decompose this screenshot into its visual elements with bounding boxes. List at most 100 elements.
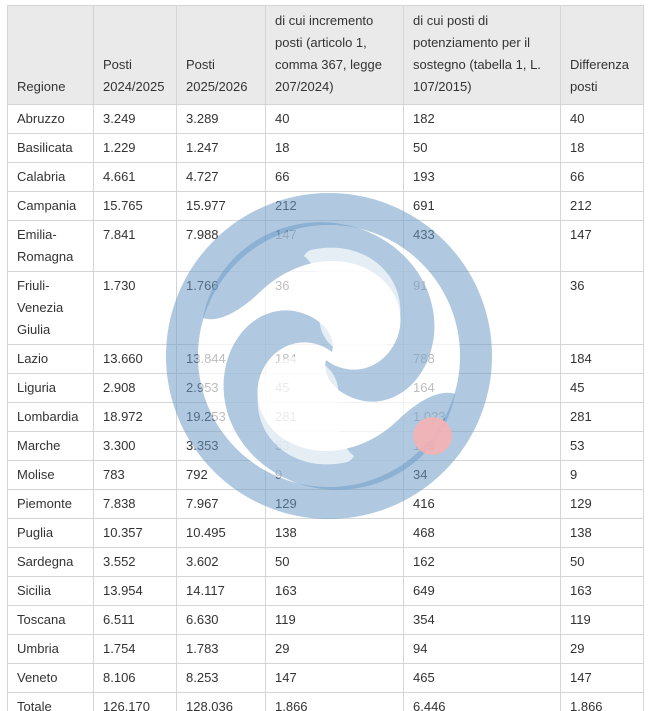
cell-value: 433 [403, 220, 561, 272]
header-row: Regione Posti 2024/2025 Posti 2025/2026 di … [7, 5, 644, 105]
cell-region: Liguria [7, 373, 94, 403]
cell-value: 2.953 [176, 373, 266, 403]
table-row: Liguria 2.908 2.953 45 164 45 [7, 373, 644, 403]
cell-value: 184 [560, 344, 644, 374]
table-row: Puglia 10.357 10.495 138 468 138 [7, 518, 644, 548]
cell-region: Emilia-Romagna [7, 220, 94, 272]
cell-value: 6.446 [403, 692, 561, 711]
table-row: Piemonte 7.838 7.967 129 416 129 [7, 489, 644, 519]
cell-value: 184 [265, 344, 404, 374]
cell-value: 138 [560, 518, 644, 548]
table-row: Lombardia 18.972 19.253 281 1.023 281 [7, 402, 644, 432]
cell-value: 189 [403, 431, 561, 461]
cell-region: Umbria [7, 634, 94, 664]
cell-value: 163 [560, 576, 644, 606]
cell-value: 4.661 [93, 162, 177, 192]
table-body: Abruzzo 3.249 3.289 40 182 40 Basilicata 1.229 1… [7, 104, 644, 711]
cell-value: 6.630 [176, 605, 266, 635]
table-row: Campania 15.765 15.977 212 691 212 [7, 191, 644, 221]
cell-region: Toscana [7, 605, 94, 635]
cell-value: 1.866 [560, 692, 644, 711]
cell-value: 3.249 [93, 104, 177, 134]
column-header: di cui incremento posti (articolo 1, com… [265, 5, 404, 105]
cell-region: Sardegna [7, 547, 94, 577]
cell-value: 7.967 [176, 489, 266, 519]
column-header: Posti 2024/2025 [93, 5, 177, 105]
cell-value: 2.908 [93, 373, 177, 403]
table-row: Abruzzo 3.249 3.289 40 182 40 [7, 104, 644, 134]
cell-value: 14.117 [176, 576, 266, 606]
table-row: Sicilia 13.954 14.117 163 649 163 [7, 576, 644, 606]
cell-value: 53 [560, 431, 644, 461]
cell-value: 163 [265, 576, 404, 606]
total-row: Totale 126.170 128.036 1.866 6.446 1.866 [7, 692, 644, 711]
cell-region: Lazio [7, 344, 94, 374]
cell-value: 45 [265, 373, 404, 403]
cell-value: 788 [403, 344, 561, 374]
column-header: Posti 2025/2026 [176, 5, 266, 105]
cell-value: 7.838 [93, 489, 177, 519]
cell-value: 1.754 [93, 634, 177, 664]
table-row: Toscana 6.511 6.630 119 354 119 [7, 605, 644, 635]
table-row: Basilicata 1.229 1.247 18 50 18 [7, 133, 644, 163]
column-header: Regione [7, 5, 94, 105]
cell-value: 128.036 [176, 692, 266, 711]
cell-value: 126.170 [93, 692, 177, 711]
cell-region: Sicilia [7, 576, 94, 606]
cell-value: 13.954 [93, 576, 177, 606]
cell-value: 36 [265, 271, 404, 345]
cell-value: 193 [403, 162, 561, 192]
cell-value: 354 [403, 605, 561, 635]
cell-value: 50 [560, 547, 644, 577]
table-row: Lazio 13.660 13.844 184 788 184 [7, 344, 644, 374]
cell-value: 36 [560, 271, 644, 345]
cell-value: 50 [403, 133, 561, 163]
cell-value: 119 [560, 605, 644, 635]
posti-table: Regione Posti 2024/2025 Posti 2025/2026 di … [7, 5, 644, 711]
cell-value: 3.353 [176, 431, 266, 461]
cell-value: 147 [560, 220, 644, 272]
cell-value: 212 [265, 191, 404, 221]
cell-value: 1.783 [176, 634, 266, 664]
cell-value: 10.357 [93, 518, 177, 548]
table-row: Umbria 1.754 1.783 29 94 29 [7, 634, 644, 664]
cell-value: 4.727 [176, 162, 266, 192]
cell-value: 50 [265, 547, 404, 577]
cell-value: 9 [265, 460, 404, 490]
cell-value: 18.972 [93, 402, 177, 432]
cell-region: Totale [7, 692, 94, 711]
cell-value: 3.300 [93, 431, 177, 461]
cell-value: 129 [265, 489, 404, 519]
cell-region: Molise [7, 460, 94, 490]
cell-value: 649 [403, 576, 561, 606]
cell-value: 91 [403, 271, 561, 345]
cell-value: 138 [265, 518, 404, 548]
table-row: Sardegna 3.552 3.602 50 162 50 [7, 547, 644, 577]
cell-value: 15.977 [176, 191, 266, 221]
table-row: Emilia-Romagna 7.841 7.988 147 433 147 [7, 220, 644, 272]
cell-value: 1.766 [176, 271, 266, 345]
cell-value: 465 [403, 663, 561, 693]
cell-value: 18 [560, 133, 644, 163]
cell-value: 29 [560, 634, 644, 664]
cell-value: 40 [560, 104, 644, 134]
cell-value: 129 [560, 489, 644, 519]
cell-region: Calabria [7, 162, 94, 192]
cell-value: 29 [265, 634, 404, 664]
table-row: Friuli-Venezia Giulia 1.730 1.766 36 91 36 [7, 271, 644, 345]
cell-value: 34 [403, 460, 561, 490]
cell-value: 18 [265, 133, 404, 163]
cell-value: 3.289 [176, 104, 266, 134]
cell-region: Friuli-Venezia Giulia [7, 271, 94, 345]
highlighted-value: 189 [413, 438, 435, 453]
cell-value: 7.841 [93, 220, 177, 272]
cell-region: Puglia [7, 518, 94, 548]
column-header: di cui posti di potenziamento per il sos… [403, 5, 561, 105]
cell-value: 147 [560, 663, 644, 693]
cell-region: Abruzzo [7, 104, 94, 134]
cell-value: 281 [265, 402, 404, 432]
cell-value: 10.495 [176, 518, 266, 548]
cell-value: 6.511 [93, 605, 177, 635]
cell-value: 94 [403, 634, 561, 664]
